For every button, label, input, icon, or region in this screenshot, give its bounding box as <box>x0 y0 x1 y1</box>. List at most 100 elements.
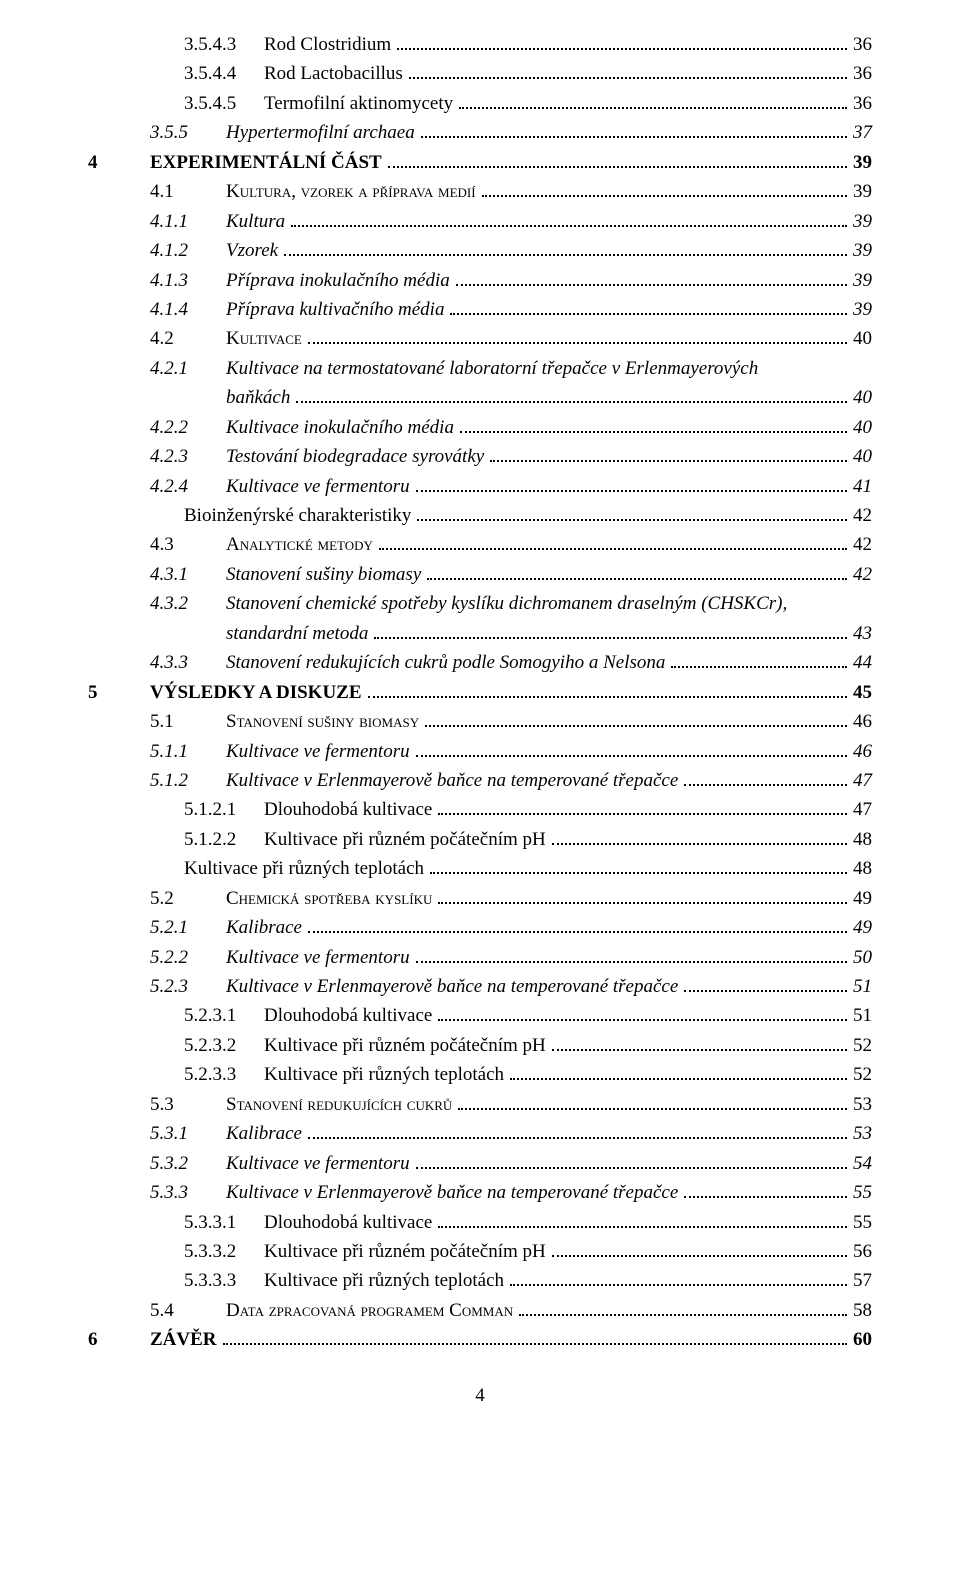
toc-entry: 4.3.1Stanovení sušiny biomasy42 <box>88 560 872 589</box>
toc-entry-page: 39 <box>850 177 872 206</box>
toc-entry-number: 3.5.4.4 <box>184 59 264 88</box>
toc-leader-dots <box>510 1268 847 1286</box>
toc-entry: 5.1.2.2Kultivace při různém počátečním p… <box>88 825 872 854</box>
toc-entry-page: 47 <box>850 795 872 824</box>
toc-entry-title: Kultivace ve fermentoru <box>226 943 413 972</box>
toc-entry-title: Analytické metody <box>226 530 376 559</box>
toc-entry-page: 43 <box>850 619 872 648</box>
toc-leader-dots <box>416 944 847 962</box>
toc-entry-number: 5.1.2 <box>150 766 226 795</box>
toc-entry-page: 57 <box>850 1266 872 1295</box>
toc-entry-page: 50 <box>850 943 872 972</box>
toc-entry-title: Chemická spotřeba kyslíku <box>226 884 435 913</box>
toc-entry: 4.2Kultivace40 <box>88 324 872 353</box>
toc-entry: 3.5.4.5Termofilní aktinomycety 36 <box>88 89 872 118</box>
toc-entry: 5.2.2Kultivace ve fermentoru50 <box>88 943 872 972</box>
toc-list: 3.5.4.3Rod Clostridium363.5.4.4Rod Lacto… <box>88 30 872 1355</box>
toc-entry-title: Rod Lactobacillus <box>264 59 406 88</box>
toc-entry-title: Kultivace při různých teplotách <box>264 1266 507 1295</box>
toc-entry: 3.5.5Hypertermofilní archaea37 <box>88 118 872 147</box>
toc-entry-page: 54 <box>850 1149 872 1178</box>
toc-entry: 4.2.3Testování biodegradace syrovátky40 <box>88 442 872 471</box>
toc-entry-title: Kultivace v Erlenmayerově baňce na tempe… <box>226 972 681 1001</box>
toc-entry: 5.3.3.3Kultivace při různých teplotách57 <box>88 1266 872 1295</box>
toc-leader-dots <box>684 974 847 992</box>
toc-entry: 4EXPERIMENTÁLNÍ ČÁST39 <box>88 148 872 177</box>
toc-entry-number: 4.1 <box>150 177 226 206</box>
toc-leader-dots <box>374 621 847 639</box>
toc-leader-dots <box>438 1003 847 1021</box>
toc-entry-title: Kultivace ve fermentoru <box>226 737 413 766</box>
toc-entry-page: 53 <box>850 1090 872 1119</box>
toc-entry: 4.2.2Kultivace inokulačního média40 <box>88 413 872 442</box>
toc-entry-page: 42 <box>850 560 872 589</box>
toc-entry-number: 4.3.2 <box>150 589 226 618</box>
toc-entry-title: Kultura <box>226 207 288 236</box>
toc-entry-page: 52 <box>850 1060 872 1089</box>
toc-entry-page: 36 <box>850 89 872 118</box>
toc-entry-number: 5.1.1 <box>150 737 226 766</box>
toc-entry: 3.5.4.3Rod Clostridium36 <box>88 30 872 59</box>
toc-entry-page: 60 <box>850 1325 872 1354</box>
toc-entry-page: 42 <box>850 501 872 530</box>
toc-leader-dots <box>438 1209 847 1227</box>
toc-entry-number: 5.2 <box>150 884 226 913</box>
toc-entry: 5.1.2.1Dlouhodobá kultivace47 <box>88 795 872 824</box>
toc-entry-title: Data zpracovaná programem Comman <box>226 1296 516 1325</box>
toc-entry: 4.1Kultura, vzorek a příprava medií39 <box>88 177 872 206</box>
toc-entry: 3.5.4.4Rod Lactobacillus 36 <box>88 59 872 88</box>
toc-entry: 5.3.3Kultivace v Erlenmayerově baňce na … <box>88 1178 872 1207</box>
toc-leader-dots <box>425 709 847 727</box>
toc-entry-title: ZÁVĚR <box>150 1325 220 1354</box>
toc-entry-page: 36 <box>850 59 872 88</box>
toc-entry-page: 53 <box>850 1119 872 1148</box>
toc-entry-page: 40 <box>850 383 872 412</box>
toc-entry: 4.1.1Kultura39 <box>88 207 872 236</box>
toc-entry-page: 52 <box>850 1031 872 1060</box>
toc-entry: 5.2.3Kultivace v Erlenmayerově baňce na … <box>88 972 872 1001</box>
toc-entry-title: Kultivace při různých teplotách <box>264 1060 507 1089</box>
toc-entry: 5.2.3.3Kultivace při různých teplotách52 <box>88 1060 872 1089</box>
toc-entry: 6ZÁVĚR60 <box>88 1325 872 1354</box>
toc-entry-title: Rod Clostridium <box>264 30 394 59</box>
toc-leader-dots <box>284 238 847 256</box>
toc-leader-dots <box>397 32 847 50</box>
toc-entry-title: Bioinženýrské charakteristiky <box>184 501 414 530</box>
toc-entry: 5.3.2Kultivace ve fermentoru54 <box>88 1149 872 1178</box>
toc-entry-title: Termofilní aktinomycety <box>264 89 456 118</box>
toc-entry-number: 5.2.1 <box>150 913 226 942</box>
toc-entry-page: 55 <box>850 1208 872 1237</box>
toc-entry: Kultivace při různých teplotách48 <box>88 854 872 883</box>
toc-entry-number: 4.3.1 <box>150 560 226 589</box>
toc-entry: 5.4Data zpracovaná programem Comman58 <box>88 1296 872 1325</box>
toc-entry-page: 49 <box>850 884 872 913</box>
toc-entry-page: 51 <box>850 972 872 1001</box>
toc-entry-title: Hypertermofilní archaea <box>226 118 418 147</box>
toc-entry-number: 3.5.4.5 <box>184 89 264 118</box>
toc-entry-number: 5 <box>88 678 150 707</box>
toc-entry-number: 4.2 <box>150 324 226 353</box>
toc-entry-number: 5.2.3 <box>150 972 226 1001</box>
toc-entry: 5.2.3.2Kultivace při různém počátečním p… <box>88 1031 872 1060</box>
toc-entry-page: 45 <box>850 678 872 707</box>
toc-entry-title: Kultivace inokulačního média <box>226 413 457 442</box>
toc-leader-dots <box>552 827 847 845</box>
toc-entry-page: 46 <box>850 737 872 766</box>
toc-leader-dots <box>456 267 847 285</box>
toc-entry-title: Příprava kultivačního média <box>226 295 447 324</box>
toc-entry-page: 39 <box>850 266 872 295</box>
toc-leader-dots <box>417 503 847 521</box>
toc-entry-number: 5.1.2.2 <box>184 825 264 854</box>
toc-entry-page: 58 <box>850 1296 872 1325</box>
toc-leader-dots <box>308 1121 847 1139</box>
toc-entry-title: Kalibrace <box>226 1119 305 1148</box>
toc-entry-page: 41 <box>850 472 872 501</box>
toc-entry-title: baňkách <box>226 383 293 412</box>
toc-leader-dots <box>458 1092 847 1110</box>
toc-leader-dots <box>308 915 847 933</box>
toc-leader-dots <box>409 61 847 79</box>
toc-entry-page: 48 <box>850 825 872 854</box>
toc-entry-page: 51 <box>850 1001 872 1030</box>
toc-entry-page: 40 <box>850 413 872 442</box>
toc-entry-title: Kultivace při různých teplotách <box>184 854 427 883</box>
